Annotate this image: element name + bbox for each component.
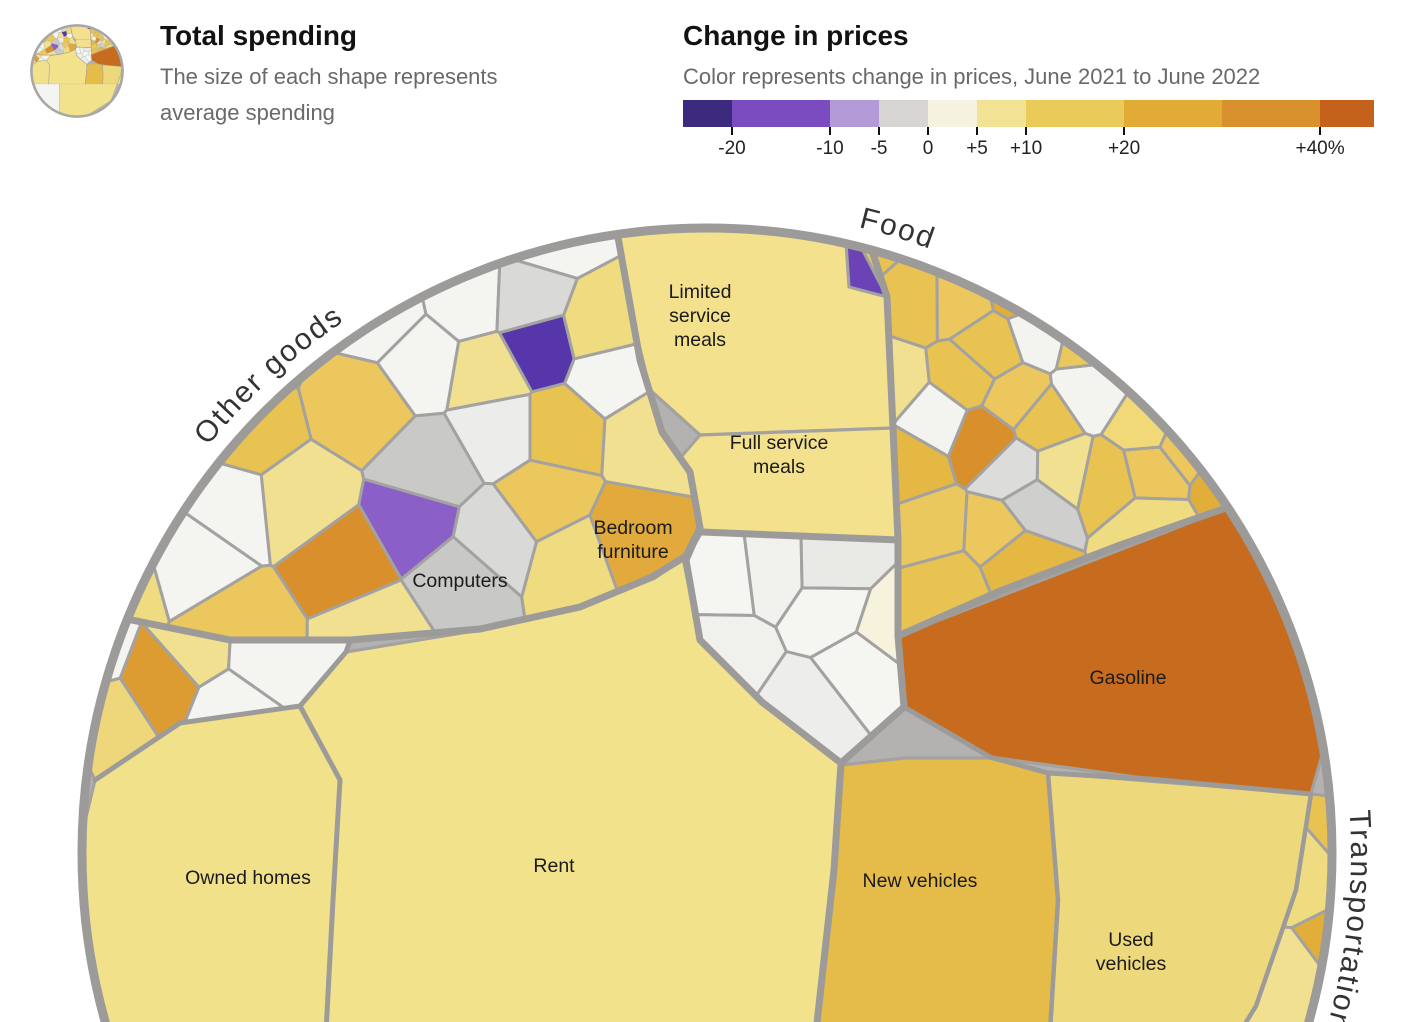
color-scale-segment-3 — [879, 100, 928, 127]
cell-other-goods-24 — [445, 329, 534, 412]
minimap-ring — [30, 24, 124, 118]
color-scale-segment-7 — [1124, 100, 1222, 127]
color-scale-segment-5 — [977, 100, 1026, 127]
color-scale: -20 -10 -5 0 +5 +10 +20 +40% — [683, 100, 1374, 169]
cell-groceries-29 — [978, 529, 1089, 601]
color-scale-segment-9 — [1320, 100, 1374, 127]
label-owned-homes: Owned homes — [185, 867, 311, 889]
cell-other-goods-17 — [233, 228, 350, 302]
cell-other-goods-27 — [296, 347, 417, 473]
treemap-outer-ring — [77, 223, 1337, 1022]
scale-tick-mark — [1025, 127, 1028, 135]
label-computers: Computers — [412, 570, 508, 592]
label-new-vehicles: New vehicles — [863, 870, 978, 892]
treemap-cells — [82, 228, 1332, 1022]
scale-tick-label: 0 — [922, 138, 934, 159]
total-spending-title: Total spending — [160, 20, 358, 51]
cell-groceries-8 — [1064, 286, 1149, 350]
color-scale-segment-4 — [928, 100, 977, 127]
total-spending-block: Total spending The size of each shape re… — [160, 20, 560, 130]
change-in-prices-title: Change in prices — [683, 20, 909, 51]
cell-labels: Limited service meals Full service meals Bedr… — [185, 281, 1166, 975]
color-scale-segment-1 — [732, 100, 830, 127]
color-scale-ticks: -20 -10 -5 0 +5 +10 +20 +40% — [683, 127, 1374, 169]
scale-tick-label: +10 — [1009, 138, 1043, 159]
scale-tick-mark — [1319, 127, 1322, 135]
scale-tick-mark — [927, 127, 930, 135]
scale-tick-label: -10 — [816, 138, 844, 159]
label-used-vehicles: Used vehicles — [1096, 929, 1167, 975]
scale-tick-label: +40% — [1295, 138, 1345, 159]
cell-other-goods-21 — [495, 254, 579, 335]
label-gasoline: Gasoline — [1090, 667, 1167, 689]
label-full-service-meals: Full service meals — [730, 432, 829, 478]
change-in-prices-subtitle: Color represents change in prices, June … — [683, 64, 1261, 89]
color-scale-segment-6 — [1026, 100, 1124, 127]
scale-tick-mark — [731, 127, 733, 135]
section-borders — [92, 228, 1314, 1022]
scale-tick-mark — [878, 127, 881, 135]
scale-tick-mark — [829, 127, 832, 135]
scale-tick-label: -20 — [718, 138, 746, 159]
cell-other-goods-18 — [344, 228, 478, 277]
label-limited-service-meals: Limited service meals — [669, 281, 732, 351]
cell-other-goods-32 — [451, 481, 539, 599]
scale-tick-mark — [976, 127, 979, 135]
cell-other-goods-29 — [82, 415, 194, 545]
label-rent: Rent — [533, 855, 575, 877]
label-bedroom-furniture: Bedroom furniture — [593, 517, 672, 563]
scale-tick-mark — [1123, 127, 1126, 135]
color-scale-segment-2 — [830, 100, 879, 127]
cell-other-goods-22 — [82, 286, 200, 419]
color-scale-segment-8 — [1222, 100, 1320, 127]
color-scale-segment-0 — [683, 100, 732, 127]
scale-tick-label: +5 — [966, 138, 988, 159]
cell-other-goods-20 — [136, 238, 261, 337]
change-in-prices-block: Change in prices Color represents change… — [683, 20, 1395, 95]
color-scale-bar — [683, 100, 1374, 127]
minimap-icon — [30, 24, 124, 118]
scale-tick-label: -5 — [870, 138, 888, 159]
total-spending-subtitle: The size of each shape represents averag… — [160, 64, 498, 125]
scale-tick-label: +20 — [1107, 138, 1141, 159]
